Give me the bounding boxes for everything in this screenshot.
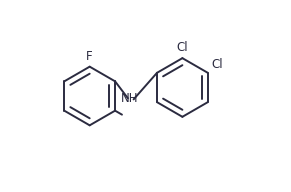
- Text: F: F: [86, 50, 93, 63]
- Text: NH: NH: [121, 92, 138, 105]
- Text: Cl: Cl: [177, 41, 188, 54]
- Text: Cl: Cl: [211, 58, 223, 71]
